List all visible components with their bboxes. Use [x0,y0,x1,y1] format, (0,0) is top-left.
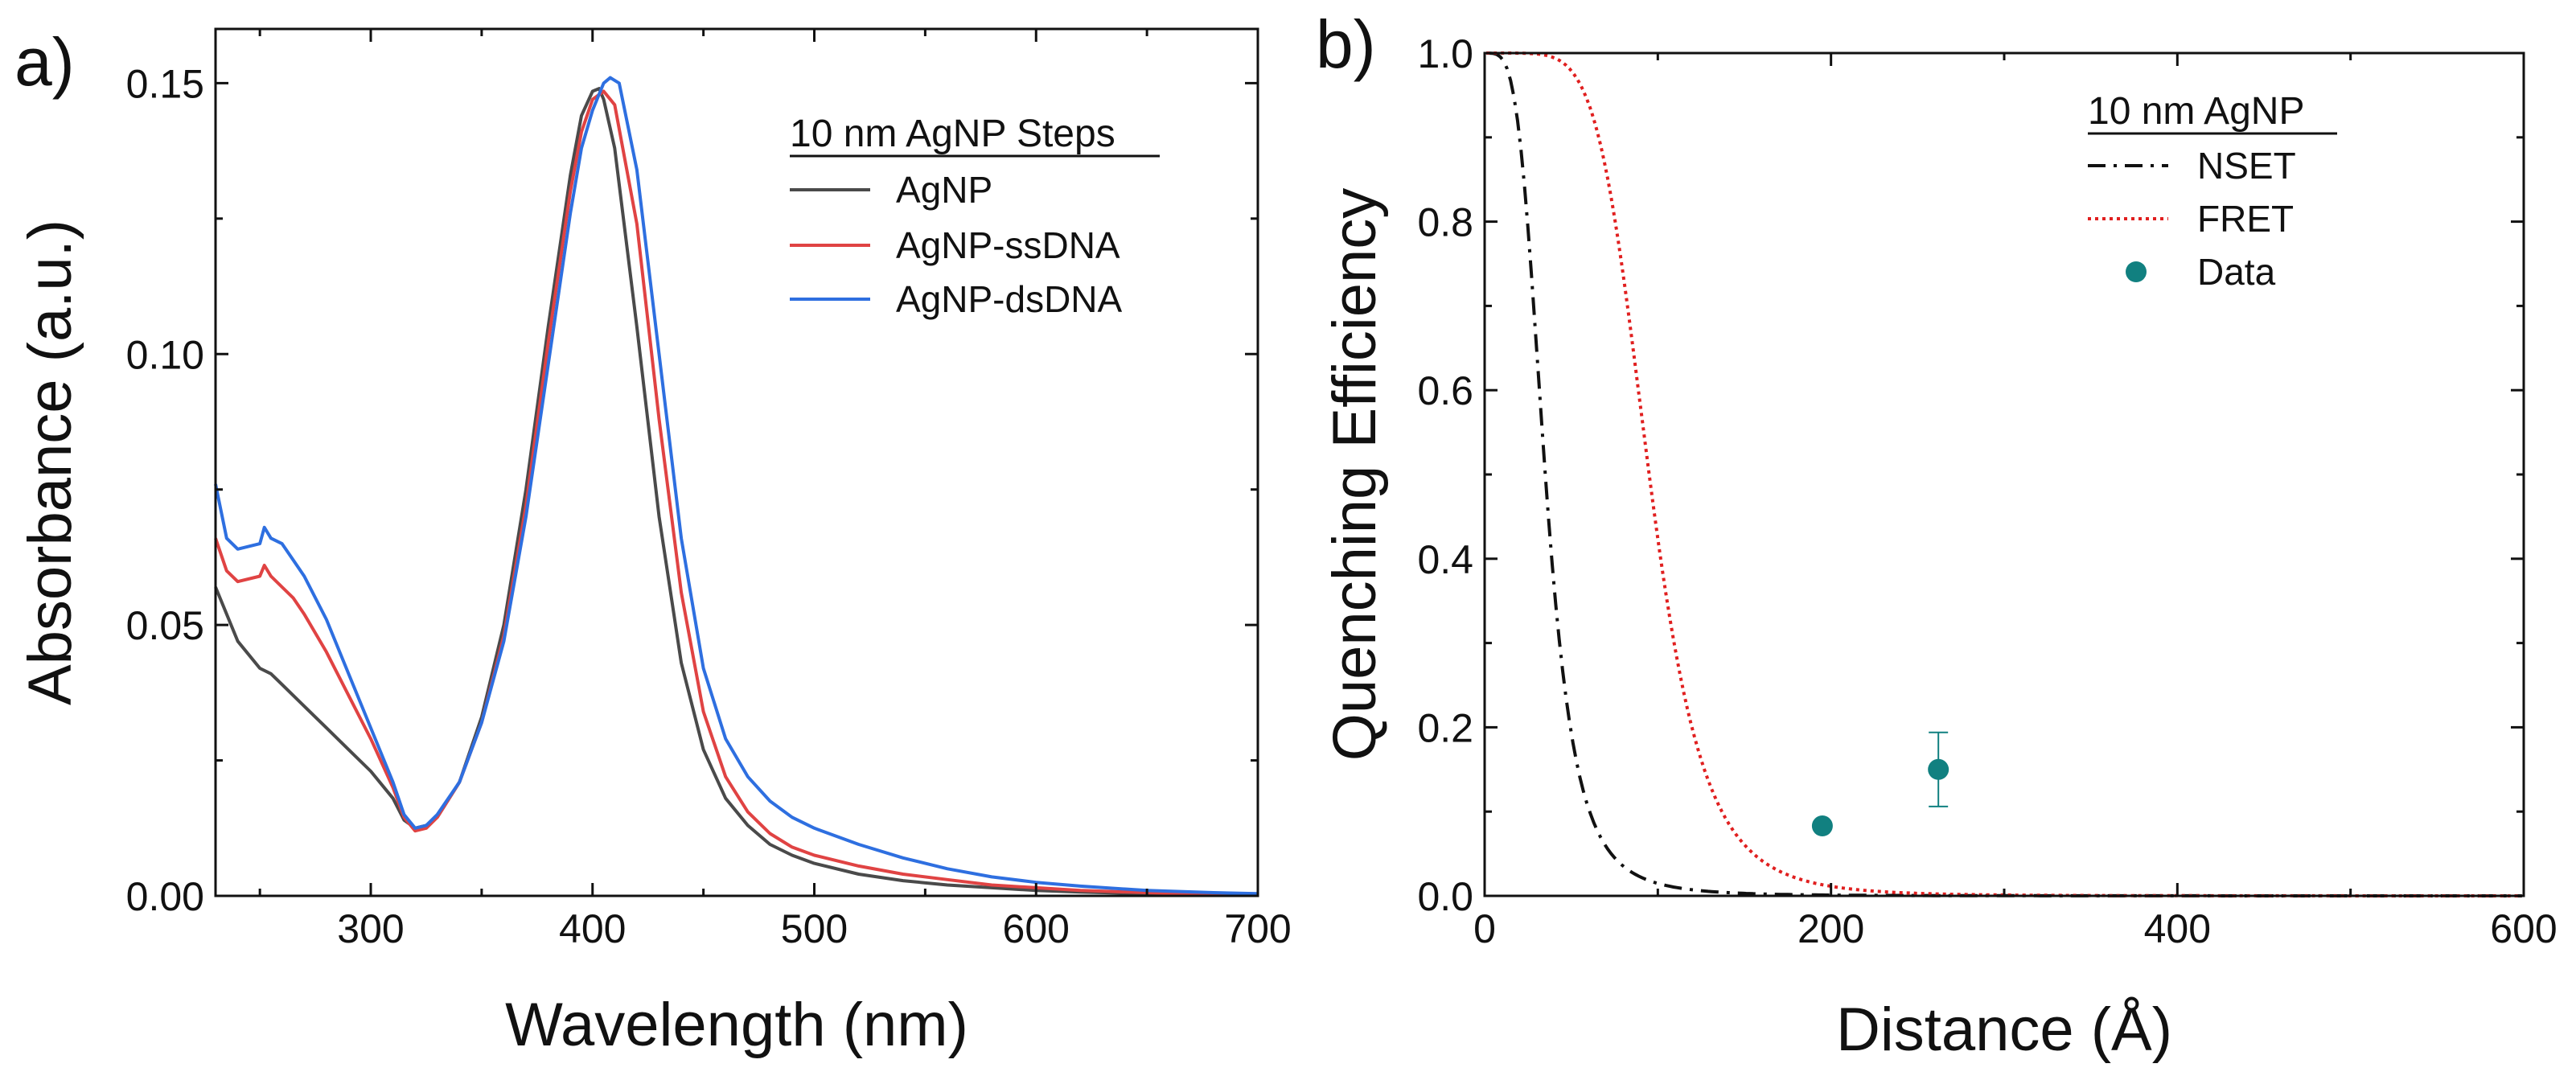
panel-b-series-fret [1486,51,2522,897]
panel-a-legend: 10 nm AgNP Steps AgNP AgNP-ssDNA AgNP-ds… [790,113,1160,320]
panel-a-series-agnp-dsdna [214,76,1259,896]
panel-b-legend-swatch-data [2126,261,2147,282]
panel-b-chart: b) 0 200 400 600 0.0 0.2 0.4 0.6 0.8 1.0 Distance… [1316,6,2558,1064]
panel-a-series-agnp-ssdna [214,89,1259,897]
panel-a-y-axis-title: Absorbance (a.u.) [16,220,84,705]
panel-a-y-tick-label: 0.05 [126,603,204,648]
panel-a-y-tick-label: 0.15 [126,61,204,106]
panel-b-x-tick-label: 0 [1473,906,1496,951]
panel-a-series-agnp [214,87,1259,897]
panel-a-x-tick-label: 600 [1003,906,1070,951]
panel-a-label: a) [14,24,75,100]
panel-a-x-tick-label: 400 [559,906,626,951]
panel-a-y-tick-label: 0.10 [126,332,204,377]
panel-b-y-axis-title: Quenching Efficiency [1321,188,1389,762]
panel-b-plot-frame [1483,51,2525,897]
panel-b-data-point [1928,758,1949,780]
panel-b-data-point [1811,815,1833,837]
panel-b-label: b) [1316,6,1376,82]
panel-b-y-tick-label: 0.6 [1417,368,1473,413]
panel-b-legend-label-nset: NSET [2197,145,2296,187]
panel-b-legend-label-fret: FRET [2197,198,2294,240]
panel-b-x-axis-title: Distance (Å) [1836,996,2172,1064]
panel-a-legend-label-agnp-dsdna: AgNP-dsDNA [896,278,1123,320]
panel-a-legend-title: 10 nm AgNP Steps [790,113,1115,155]
panel-a-chart: a) 300 400 500 600 700 0.00 0.05 0.10 0.15 Wavel… [14,24,1292,1059]
panel-b-y-tick-label: 0.0 [1417,874,1473,919]
panel-b-legend-label-data: Data [2197,251,2276,293]
panel-a-x-tick-label: 700 [1224,906,1291,951]
panel-b-y-tick-label: 0.4 [1417,537,1473,582]
panel-a-plot-frame [214,27,1259,897]
panel-a-x-tick-label: 300 [337,906,404,951]
panel-a-x-tick-label: 500 [781,906,848,951]
panel-a-x-axis-title: Wavelength (nm) [505,991,968,1059]
panel-b-y-tick-label: 0.2 [1417,705,1473,750]
panel-a-legend-label-agnp: AgNP [896,169,992,211]
panel-b-x-tick-label: 200 [1797,906,1864,951]
panel-b-legend-title: 10 nm AgNP [2088,90,2304,133]
panel-a-y-tick-label: 0.00 [126,874,204,919]
panel-b-y-tick-label: 0.8 [1417,200,1473,245]
panel-b-x-tick-label: 400 [2144,906,2211,951]
panel-b-y-tick-label: 1.0 [1417,31,1473,76]
panel-b-series-nset [1486,51,2522,897]
panel-b-legend: 10 nm AgNP NSET FRET Data [2088,90,2337,293]
panel-a-legend-label-agnp-ssdna: AgNP-ssDNA [896,224,1120,266]
panel-b-x-tick-label: 600 [2490,906,2557,951]
